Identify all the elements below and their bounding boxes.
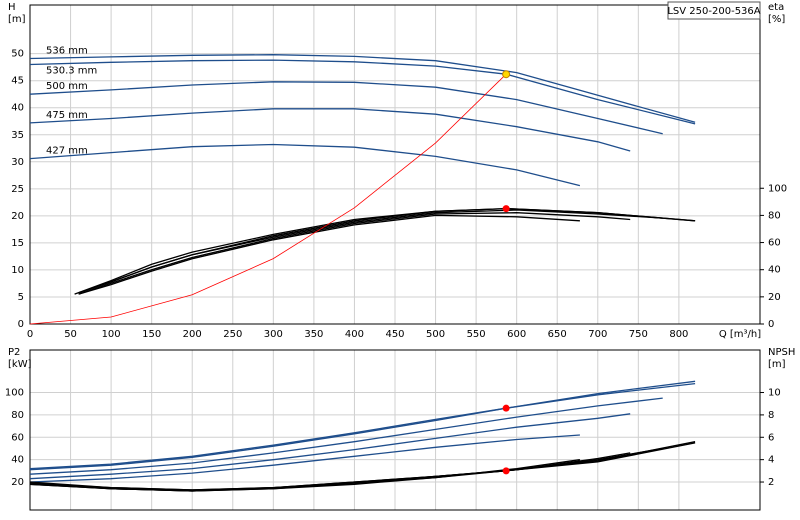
y-tick-label: 45	[11, 76, 24, 87]
curve	[29, 73, 507, 325]
curve	[29, 413, 631, 480]
y2-axis-label: [%]	[768, 14, 785, 25]
curve	[29, 81, 663, 135]
y-tick-label: 80	[11, 410, 24, 421]
curve	[29, 442, 696, 491]
x-tick-label: 300	[264, 329, 283, 340]
x-tick-label: 100	[102, 329, 121, 340]
y2-tick-label: 4	[768, 455, 774, 466]
curve	[29, 380, 696, 470]
series-label: 530.3 mm	[46, 65, 97, 76]
curve	[78, 212, 631, 295]
x-tick-label: 400	[345, 329, 364, 340]
y2-tick-label: 2	[768, 477, 774, 488]
duty-point	[502, 404, 510, 412]
series-label: 475 mm	[46, 110, 88, 121]
x-tick-label: 600	[507, 329, 526, 340]
x-tick-label: 650	[548, 329, 567, 340]
y-tick-label: 35	[11, 130, 24, 141]
series-label: 500 mm	[46, 81, 88, 92]
y2-axis-label: NPSH	[768, 347, 795, 358]
x-tick-label: 750	[629, 329, 648, 340]
curve	[78, 214, 580, 295]
y2-tick-label: 8	[768, 410, 774, 421]
x-tick-label: 250	[223, 329, 242, 340]
y2-axis-label: [m]	[768, 359, 786, 370]
y2-tick-label: 100	[768, 183, 787, 194]
curve	[78, 209, 663, 294]
duty-point	[502, 205, 510, 213]
y-tick-label: 50	[11, 49, 24, 60]
duty-point	[502, 70, 511, 79]
y-tick-label: 20	[11, 211, 24, 222]
y-tick-label: 0	[18, 319, 24, 330]
x-tick-label: 150	[142, 329, 161, 340]
x-tick-label: 200	[183, 329, 202, 340]
y2-axis-label: eta	[768, 2, 784, 13]
series-label: 427 mm	[46, 146, 88, 157]
curve	[29, 54, 696, 123]
x-tick-label: 550	[467, 329, 486, 340]
x-tick-label: 800	[669, 329, 688, 340]
x-tick-label: 0	[27, 329, 33, 340]
series-label: 536 mm	[46, 46, 88, 57]
y-tick-label: 40	[11, 455, 24, 466]
y2-tick-label: 0	[768, 319, 774, 330]
y-axis-label: [kW]	[8, 359, 32, 370]
curve	[29, 143, 581, 187]
y2-tick-label: 80	[768, 210, 781, 221]
duty-point	[502, 467, 510, 475]
plot-frame	[29, 4, 761, 325]
curve	[29, 382, 696, 471]
y-tick-label: 30	[11, 157, 24, 168]
y-tick-label: 40	[11, 103, 24, 114]
x-tick-label: 350	[304, 329, 323, 340]
x-tick-label: 450	[385, 329, 404, 340]
plot-frame	[29, 349, 761, 511]
curve	[29, 59, 696, 125]
model-box	[667, 1, 761, 20]
x-tick-label: 500	[426, 329, 445, 340]
y2-tick-label: 60	[768, 238, 781, 249]
curve	[29, 397, 663, 475]
y-tick-label: 5	[18, 292, 24, 303]
y-tick-label: 10	[11, 265, 24, 276]
y2-tick-label: 10	[768, 388, 781, 399]
y-axis-label: [m]	[8, 14, 26, 25]
x-axis-label: Q [m³/h]	[719, 329, 761, 340]
y2-tick-label: 40	[768, 265, 781, 276]
y-tick-label: 20	[11, 477, 24, 488]
x-tick-label: 50	[64, 329, 77, 340]
x-tick-label: 700	[588, 329, 607, 340]
y-tick-label: 25	[11, 184, 24, 195]
y-axis-label: P2	[8, 347, 20, 358]
model-label: LSV 250-200-536A	[667, 6, 760, 17]
y2-tick-label: 6	[768, 432, 774, 443]
y-axis-label: H	[8, 2, 16, 13]
y-tick-label: 100	[5, 388, 24, 399]
y-tick-label: 15	[11, 238, 24, 249]
y2-tick-label: 20	[768, 292, 781, 303]
curve	[29, 108, 631, 152]
curve	[29, 434, 580, 483]
y-tick-label: 60	[11, 432, 24, 443]
